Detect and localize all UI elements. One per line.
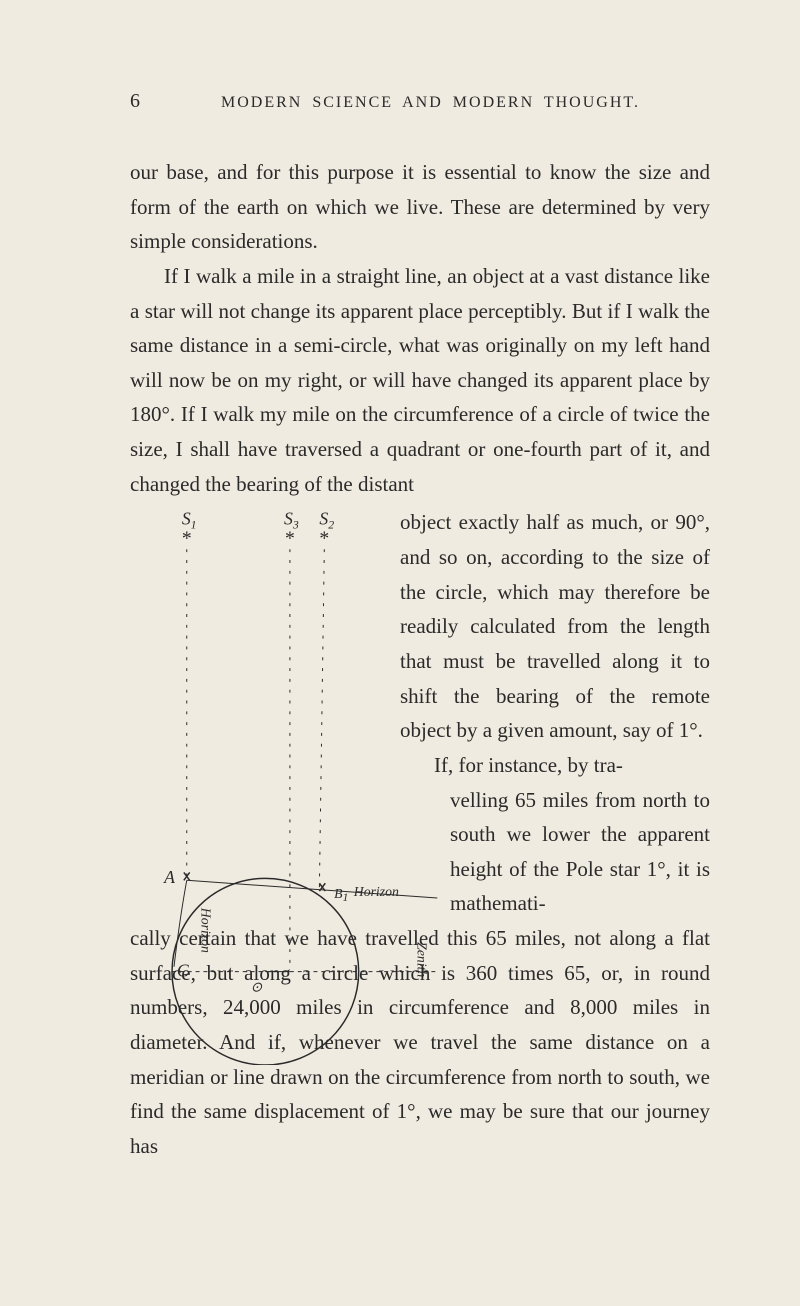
paragraph-2: If I walk a mile in a straight line, an … bbox=[130, 259, 710, 501]
paragraph-3-right: object exactly half as much, or 90°, and… bbox=[400, 505, 710, 747]
label-a: A bbox=[163, 868, 175, 888]
paragraph-4-right-first: If, for instance, by tra- bbox=[400, 748, 710, 783]
label-c: C bbox=[177, 961, 189, 981]
running-head: MODERN SCIENCE AND MODERN THOUGHT. bbox=[221, 94, 640, 112]
star-3: * bbox=[285, 528, 295, 550]
dash-line-2 bbox=[319, 550, 324, 889]
label-zenith: Zenith bbox=[415, 943, 430, 978]
label-horizon: Horizon bbox=[353, 884, 399, 899]
paragraph-1: our base, and for this purpose it is ess… bbox=[130, 155, 710, 259]
label-horizon-vert: Horizon bbox=[198, 907, 213, 953]
diagram-svg: S1 S3 S2 * * * A bbox=[130, 505, 440, 1065]
label-center: ⊙ bbox=[251, 980, 263, 995]
horizon-line-ab bbox=[187, 881, 438, 899]
page-number: 6 bbox=[130, 90, 141, 113]
header-row: 6 MODERN SCIENCE AND MODERN THOUGHT. bbox=[130, 90, 710, 113]
page-container: 6 MODERN SCIENCE AND MODERN THOUGHT. our… bbox=[0, 0, 800, 1224]
star-1: * bbox=[182, 528, 192, 550]
star-2: * bbox=[319, 528, 329, 550]
paragraph-4-right-rest: velling 65 miles from north to south we … bbox=[450, 783, 710, 922]
diagram-text-wrap: S1 S3 S2 * * * A bbox=[130, 505, 710, 921]
diagram-area: S1 S3 S2 * * * A bbox=[130, 505, 440, 1065]
label-b1: B1 bbox=[334, 886, 348, 904]
